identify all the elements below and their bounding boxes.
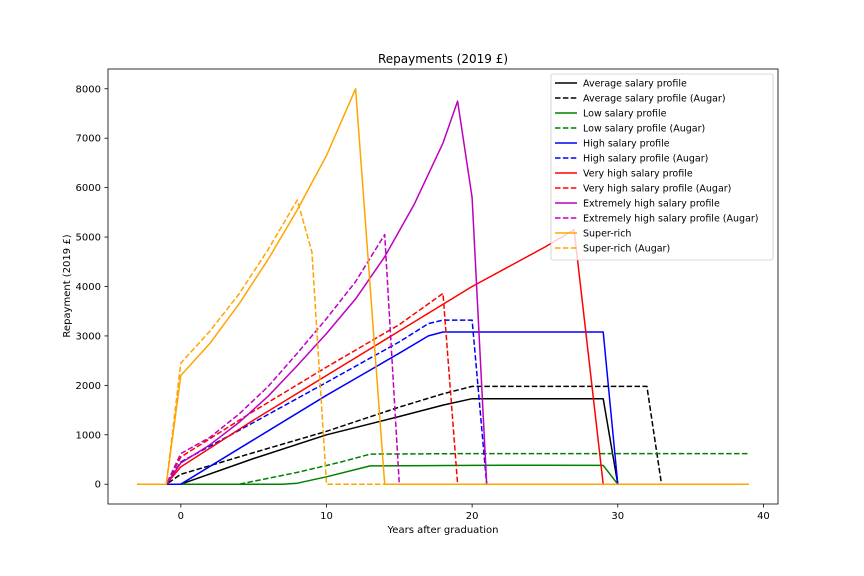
series-lines	[137, 88, 749, 485]
legend-label: Average salary profile (Augar)	[583, 94, 726, 105]
legend-label: Average salary profile	[583, 79, 687, 90]
legend-label: Low salary profile (Augar)	[583, 124, 705, 135]
legend-label: High salary profile (Augar)	[583, 154, 708, 165]
x-axis-ticks: 0 10 20 30 40	[178, 504, 770, 522]
y-tick-label: 2000	[76, 381, 101, 392]
series-line-1	[137, 385, 749, 485]
x-axis-label: Years after graduation	[387, 525, 499, 536]
y-tick-label: 8000	[76, 84, 101, 95]
legend-label: Extremely high salary profile (Augar)	[583, 214, 759, 225]
x-tick-label: 30	[611, 511, 624, 522]
y-axis-ticks: 0 1000 2000 3000 4000 5000 6000 7000 8000	[76, 84, 108, 491]
chart-title: Repayments (2019 £)	[378, 52, 508, 66]
y-tick-label: 5000	[76, 233, 101, 244]
x-tick-label: 20	[466, 511, 479, 522]
y-axis-label: Repayment (2019 £)	[62, 234, 73, 337]
series-line-11	[137, 199, 749, 485]
legend-label: Super-rich (Augar)	[583, 244, 670, 255]
series-line-9	[137, 233, 749, 485]
y-tick-label: 1000	[76, 430, 101, 441]
series-line-4	[137, 331, 749, 485]
x-tick-label: 0	[178, 511, 184, 522]
y-tick-label: 6000	[76, 183, 101, 194]
legend-label: Very high salary profile (Augar)	[583, 184, 731, 195]
legend-box	[550, 73, 774, 261]
y-tick-label: 0	[95, 480, 101, 491]
series-line-7	[137, 292, 749, 485]
legend: Average salary profile Average salary pro…	[550, 73, 774, 261]
legend-label: Low salary profile	[583, 109, 667, 120]
legend-label: Very high salary profile	[583, 169, 693, 180]
legend-label: High salary profile	[583, 139, 670, 150]
y-tick-label: 7000	[76, 134, 101, 145]
series-line-6	[137, 228, 749, 485]
series-line-2	[137, 464, 749, 485]
x-tick-label: 10	[320, 511, 333, 522]
series-line-8	[137, 100, 749, 485]
x-tick-label: 40	[757, 511, 770, 522]
series-line-3	[137, 452, 749, 485]
y-tick-label: 3000	[76, 331, 101, 342]
series-line-10	[137, 88, 749, 485]
legend-label: Extremely high salary profile	[583, 199, 720, 210]
series-line-5	[137, 319, 749, 485]
legend-label: Super-rich	[583, 229, 631, 240]
y-tick-label: 4000	[76, 282, 101, 293]
